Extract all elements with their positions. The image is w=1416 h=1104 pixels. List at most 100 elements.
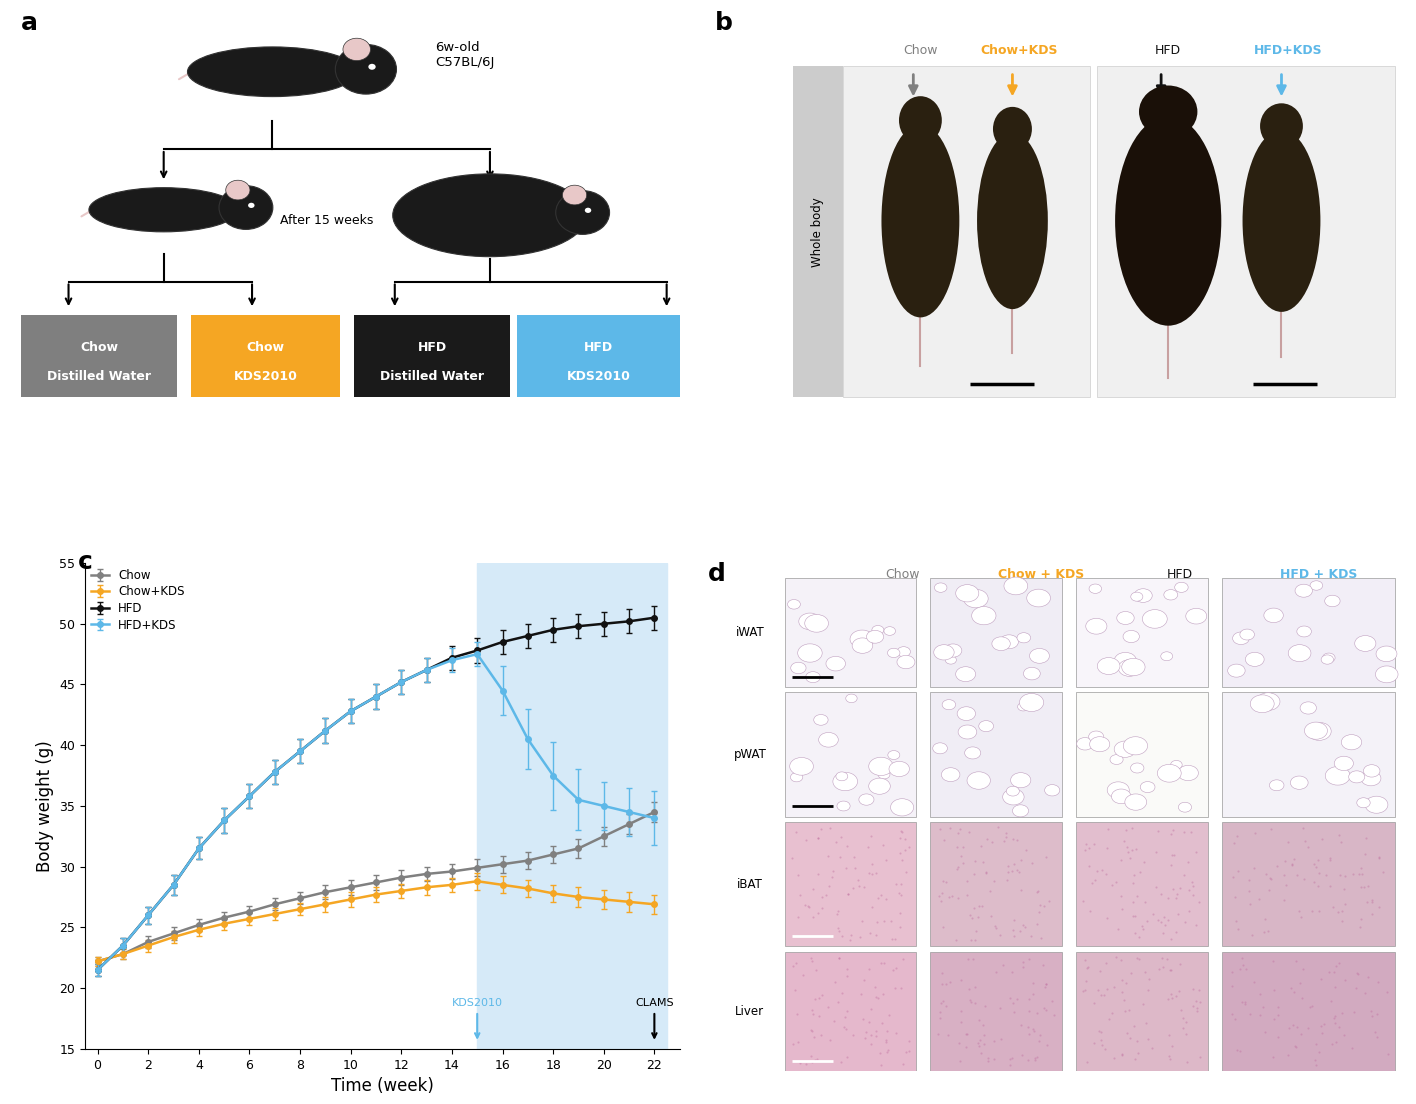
Y-axis label: Body weight (g): Body weight (g)	[35, 740, 54, 872]
Point	[1297, 839, 1320, 857]
FancyBboxPatch shape	[930, 821, 1062, 946]
Point	[792, 966, 814, 984]
Point	[929, 1009, 952, 1027]
Point	[891, 1055, 913, 1073]
Point	[1018, 1002, 1041, 1020]
Point	[1148, 960, 1171, 978]
Point	[1181, 980, 1204, 998]
Point	[874, 1031, 896, 1049]
FancyBboxPatch shape	[843, 66, 1090, 397]
Point	[818, 1031, 841, 1049]
Point	[879, 913, 902, 931]
Circle shape	[1029, 648, 1049, 664]
Point	[998, 1057, 1021, 1074]
Point	[851, 1010, 874, 1028]
Point	[1022, 1020, 1045, 1038]
Circle shape	[1110, 755, 1123, 764]
Point	[977, 1050, 1000, 1068]
Text: iWAT: iWAT	[735, 626, 765, 639]
Point	[1239, 894, 1262, 912]
Point	[1287, 902, 1310, 920]
Point	[860, 1000, 882, 1018]
Point	[973, 1036, 995, 1053]
Circle shape	[963, 590, 988, 608]
Point	[806, 1050, 828, 1068]
Circle shape	[837, 802, 850, 811]
Point	[898, 1042, 920, 1060]
Point	[1330, 1005, 1352, 1022]
Point	[1334, 894, 1357, 912]
Point	[1073, 951, 1096, 968]
Point	[1137, 1030, 1160, 1048]
Circle shape	[1017, 633, 1031, 643]
Ellipse shape	[392, 173, 588, 256]
Circle shape	[555, 191, 609, 234]
Circle shape	[1325, 595, 1340, 607]
Circle shape	[1364, 765, 1381, 777]
Point	[867, 889, 889, 906]
Point	[1076, 1053, 1099, 1071]
Point	[1078, 839, 1100, 857]
Point	[801, 880, 824, 898]
Point	[1160, 962, 1182, 979]
Circle shape	[1289, 645, 1311, 661]
Point	[840, 926, 862, 944]
Point	[927, 1026, 950, 1043]
Point	[1021, 975, 1044, 992]
Point	[964, 995, 987, 1012]
Circle shape	[1269, 779, 1284, 790]
Circle shape	[891, 798, 913, 816]
Point	[1222, 868, 1245, 885]
Point	[889, 979, 912, 997]
Point	[1257, 881, 1280, 899]
Point	[1324, 1008, 1347, 1026]
Point	[1024, 1049, 1046, 1066]
Point	[1321, 1034, 1344, 1052]
Point	[1090, 986, 1113, 1004]
Point	[885, 875, 908, 893]
Point	[1171, 1019, 1194, 1037]
Point	[807, 904, 830, 922]
Point	[789, 1053, 811, 1071]
Point	[946, 858, 969, 875]
Circle shape	[1123, 630, 1140, 643]
Point	[1238, 882, 1260, 900]
Circle shape	[1086, 618, 1107, 634]
Point	[1221, 964, 1243, 981]
Point	[1293, 870, 1315, 888]
Point	[1298, 998, 1321, 1016]
Point	[1114, 975, 1137, 992]
Point	[1147, 822, 1170, 840]
Point	[800, 1053, 823, 1071]
Point	[1355, 893, 1378, 911]
Circle shape	[959, 725, 977, 739]
Circle shape	[933, 645, 954, 660]
Circle shape	[787, 599, 800, 609]
Point	[871, 837, 893, 854]
Circle shape	[1307, 722, 1331, 741]
Circle shape	[878, 771, 889, 779]
Point	[1113, 832, 1136, 850]
Point	[1163, 880, 1185, 898]
Point	[1354, 984, 1376, 1001]
Point	[1262, 953, 1284, 970]
Circle shape	[1171, 761, 1182, 769]
Point	[1121, 819, 1144, 837]
Point	[1041, 992, 1063, 1010]
Circle shape	[956, 585, 978, 602]
Point	[1259, 869, 1281, 887]
Point	[1096, 820, 1119, 838]
Point	[824, 973, 847, 990]
Point	[967, 1011, 990, 1029]
Point	[1345, 979, 1368, 997]
Point	[892, 951, 915, 968]
Point	[1126, 1032, 1148, 1050]
Point	[833, 1019, 855, 1037]
Point	[793, 896, 816, 914]
Point	[1136, 912, 1158, 930]
Point	[1291, 989, 1314, 1007]
Point	[1308, 902, 1331, 920]
Ellipse shape	[89, 188, 238, 232]
Point	[1172, 867, 1195, 884]
Text: pWAT: pWAT	[733, 747, 766, 761]
